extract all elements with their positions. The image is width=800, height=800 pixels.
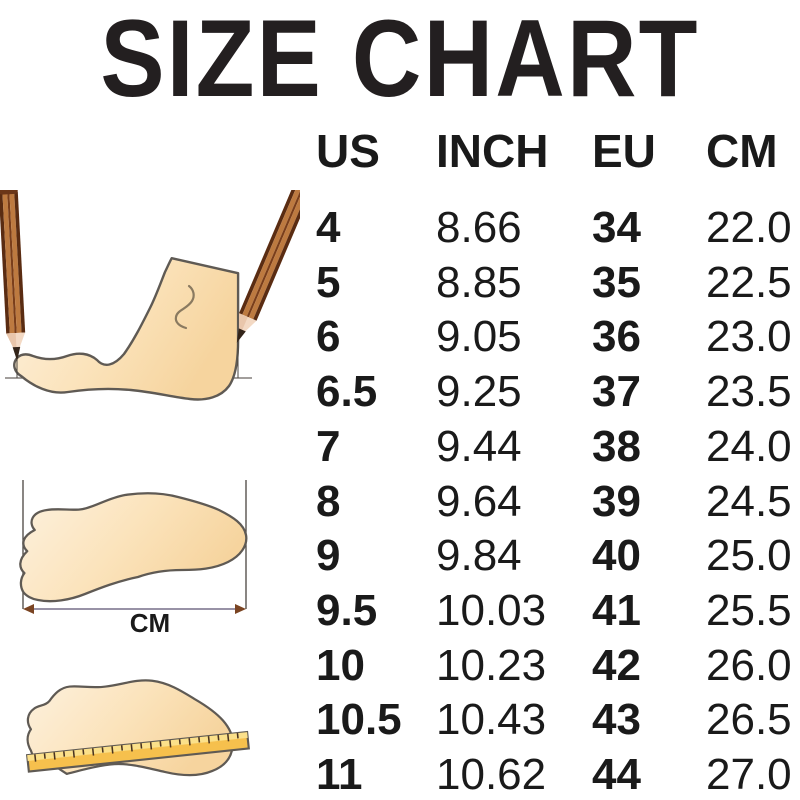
svg-text:CM: CM bbox=[130, 608, 170, 638]
